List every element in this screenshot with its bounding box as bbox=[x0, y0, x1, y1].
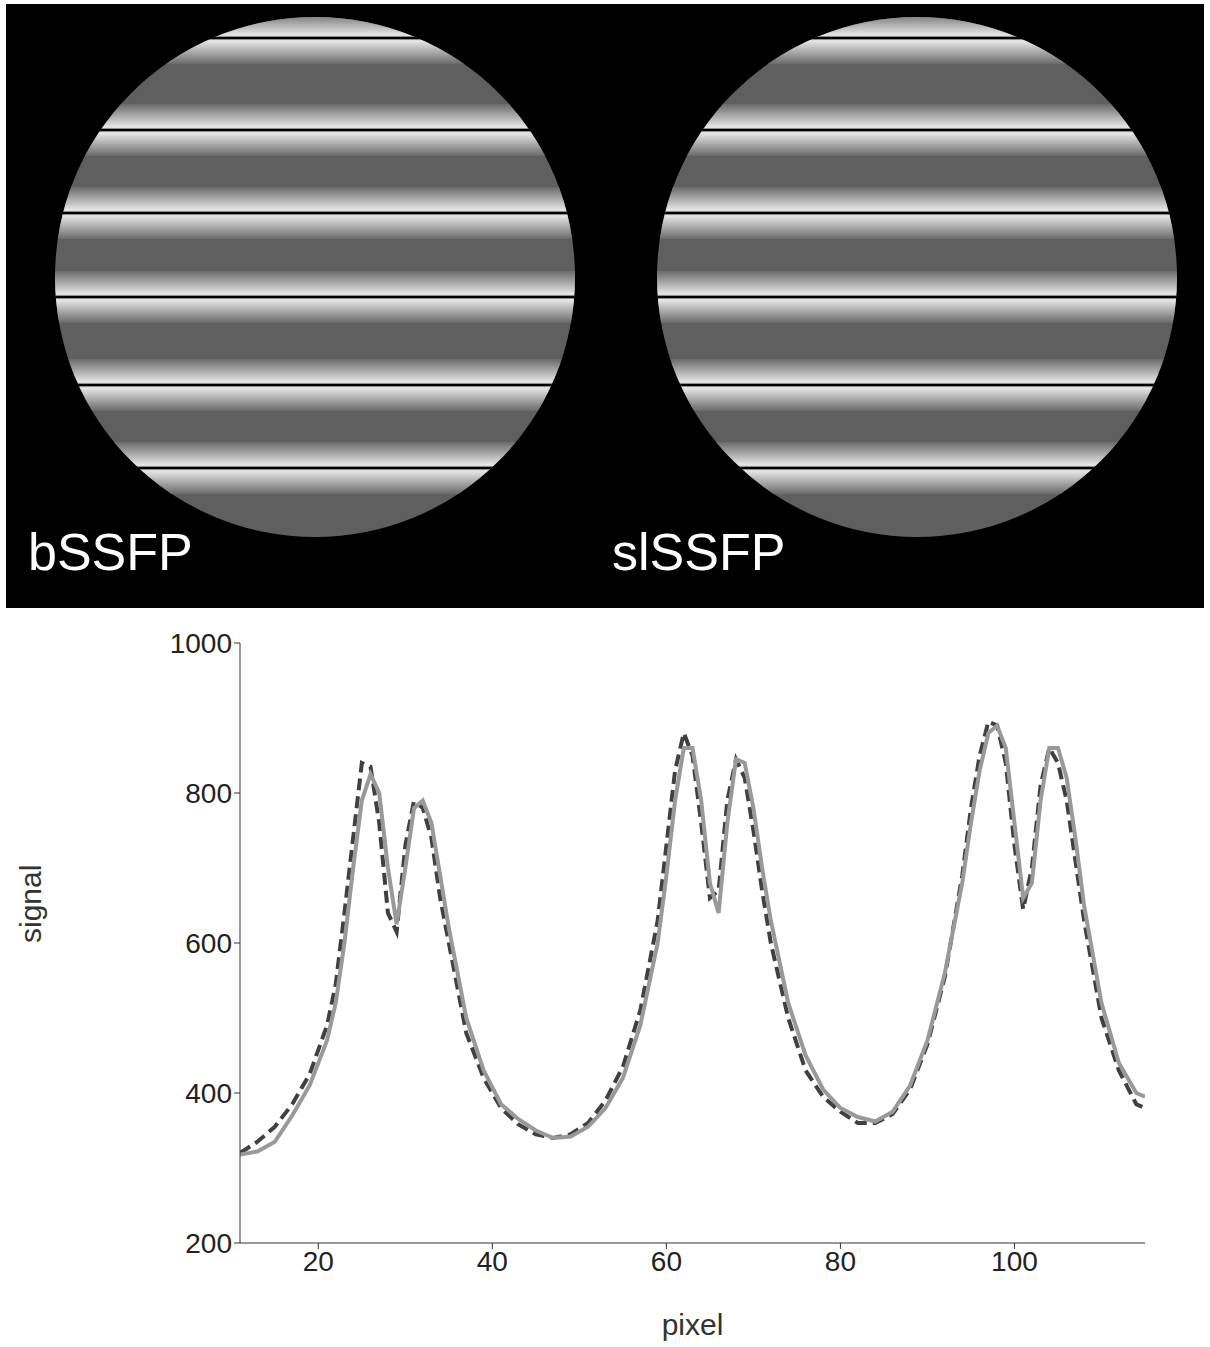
svg-text:bSSFP: bSSFP bbox=[28, 523, 193, 581]
svg-text:slSSFP: slSSFP bbox=[612, 523, 785, 581]
svg-text:400: 400 bbox=[185, 1078, 232, 1109]
svg-text:60: 60 bbox=[651, 1246, 682, 1277]
svg-text:600: 600 bbox=[185, 928, 232, 959]
svg-text:pixel: pixel bbox=[662, 1308, 724, 1341]
svg-text:100: 100 bbox=[991, 1246, 1038, 1277]
svg-text:signal: signal bbox=[14, 865, 47, 943]
svg-text:80: 80 bbox=[825, 1246, 856, 1277]
svg-text:800: 800 bbox=[185, 778, 232, 809]
svg-text:20: 20 bbox=[303, 1246, 334, 1277]
svg-text:1000: 1000 bbox=[170, 628, 232, 659]
svg-text:40: 40 bbox=[477, 1246, 508, 1277]
svg-text:200: 200 bbox=[185, 1228, 232, 1259]
